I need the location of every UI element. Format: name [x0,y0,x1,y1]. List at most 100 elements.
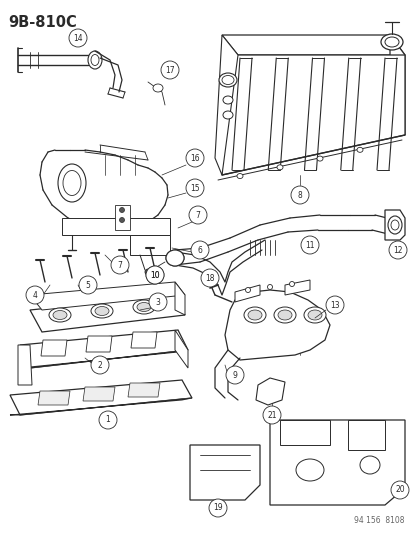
Text: 9: 9 [232,370,237,379]
Circle shape [79,276,97,294]
Polygon shape [279,420,329,445]
Circle shape [185,179,204,197]
Text: 17: 17 [165,66,174,75]
Polygon shape [190,445,259,500]
Circle shape [149,293,166,311]
Ellipse shape [170,254,180,262]
Circle shape [161,61,178,79]
Circle shape [185,149,204,167]
Polygon shape [389,35,404,135]
Ellipse shape [247,310,261,320]
Ellipse shape [303,307,325,323]
Polygon shape [41,340,67,356]
Ellipse shape [359,456,379,474]
Ellipse shape [58,164,86,202]
Circle shape [390,481,408,499]
Text: 13: 13 [330,301,339,310]
Text: 6: 6 [197,246,202,254]
Polygon shape [269,420,404,505]
Circle shape [225,366,243,384]
Polygon shape [30,295,185,332]
Polygon shape [20,330,188,368]
Ellipse shape [95,306,109,316]
Ellipse shape [88,51,102,69]
Polygon shape [214,35,237,175]
Ellipse shape [133,300,154,314]
Polygon shape [224,290,329,360]
Text: 7: 7 [195,211,200,220]
Polygon shape [284,280,309,295]
Polygon shape [130,235,170,255]
Text: 2: 2 [97,360,102,369]
Ellipse shape [277,310,291,320]
Ellipse shape [53,311,67,319]
Text: 19: 19 [213,504,222,513]
Text: 94 156  8108: 94 156 8108 [354,516,404,525]
Polygon shape [30,282,185,310]
Ellipse shape [289,281,294,287]
Polygon shape [221,35,404,55]
Ellipse shape [91,54,99,66]
Polygon shape [83,387,115,401]
Circle shape [209,499,226,517]
Ellipse shape [295,459,323,481]
Text: 15: 15 [190,183,199,192]
Ellipse shape [145,269,151,275]
Circle shape [99,411,117,429]
Ellipse shape [166,250,183,266]
Circle shape [146,266,164,284]
Ellipse shape [387,216,401,234]
Ellipse shape [221,76,233,85]
Text: 5: 5 [85,280,90,289]
Polygon shape [221,55,404,175]
Text: 9B-810C: 9B-810C [8,15,76,30]
Polygon shape [20,350,188,368]
Ellipse shape [380,34,402,50]
Circle shape [111,256,129,274]
Ellipse shape [243,307,266,323]
Polygon shape [347,420,384,450]
Ellipse shape [384,37,398,47]
Polygon shape [128,383,159,397]
Ellipse shape [273,307,295,323]
Ellipse shape [119,207,124,213]
Circle shape [325,296,343,314]
Ellipse shape [218,73,236,87]
Polygon shape [131,332,157,348]
Ellipse shape [236,174,242,179]
Polygon shape [235,285,259,302]
Text: 8: 8 [297,190,301,199]
Circle shape [190,241,209,259]
Polygon shape [175,282,185,315]
Polygon shape [18,345,32,385]
Text: 10: 10 [150,271,159,279]
Ellipse shape [49,308,71,322]
Circle shape [189,206,206,224]
Polygon shape [10,398,192,415]
Circle shape [201,269,218,287]
Polygon shape [115,205,130,230]
Text: 1: 1 [105,416,110,424]
Ellipse shape [316,156,322,161]
Text: 12: 12 [392,246,402,254]
Text: 20: 20 [394,486,404,495]
Ellipse shape [276,165,282,170]
Ellipse shape [267,285,272,289]
Polygon shape [62,218,170,235]
Text: 4: 4 [33,290,37,300]
Ellipse shape [119,217,124,222]
Ellipse shape [307,310,321,320]
Text: 18: 18 [205,273,214,282]
Text: 10: 10 [150,271,159,279]
Polygon shape [10,380,192,415]
Ellipse shape [390,220,398,230]
Text: 14: 14 [73,34,83,43]
Ellipse shape [91,304,113,318]
Polygon shape [255,378,284,405]
Ellipse shape [223,111,233,119]
Circle shape [300,236,318,254]
Circle shape [290,186,308,204]
Ellipse shape [223,96,233,104]
Circle shape [26,286,44,304]
Ellipse shape [63,171,81,196]
